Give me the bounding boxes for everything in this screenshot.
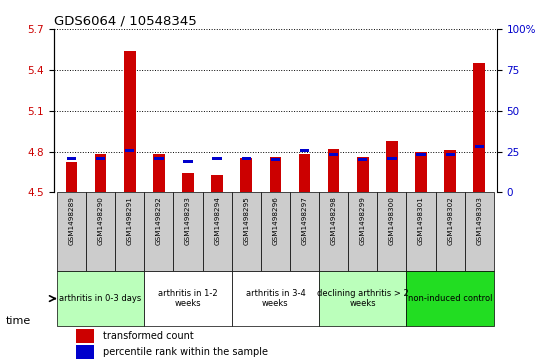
FancyBboxPatch shape [465, 192, 494, 271]
FancyBboxPatch shape [407, 192, 436, 271]
FancyBboxPatch shape [232, 192, 261, 271]
Text: time: time [5, 316, 31, 326]
Bar [67, 157, 76, 160]
Bar [76, 329, 94, 343]
Bar [300, 148, 309, 152]
Text: GSM1498296: GSM1498296 [272, 196, 279, 245]
Bar [66, 163, 77, 192]
FancyBboxPatch shape [261, 192, 290, 271]
Text: non-induced control: non-induced control [408, 294, 492, 303]
Bar [415, 152, 427, 192]
Bar [387, 157, 396, 160]
Bar [329, 154, 339, 156]
Text: GSM1498290: GSM1498290 [98, 196, 104, 245]
Text: GDS6064 / 10548345: GDS6064 / 10548345 [54, 15, 197, 28]
Text: GSM1498289: GSM1498289 [69, 196, 75, 245]
Bar [125, 148, 134, 152]
Bar [299, 154, 310, 192]
Bar [474, 63, 485, 192]
FancyBboxPatch shape [319, 192, 348, 271]
Bar [76, 346, 94, 359]
FancyBboxPatch shape [86, 192, 115, 271]
Text: GSM1498291: GSM1498291 [127, 196, 133, 245]
Text: GSM1498292: GSM1498292 [156, 196, 162, 245]
FancyBboxPatch shape [57, 192, 86, 271]
Bar [95, 154, 106, 192]
Text: GSM1498294: GSM1498294 [214, 196, 220, 245]
FancyBboxPatch shape [173, 192, 202, 271]
Text: GSM1498303: GSM1498303 [476, 196, 482, 245]
Text: GSM1498302: GSM1498302 [447, 196, 453, 245]
Text: GSM1498295: GSM1498295 [243, 196, 249, 245]
Bar [271, 158, 280, 162]
FancyBboxPatch shape [436, 192, 465, 271]
Bar [328, 149, 340, 192]
Bar [444, 150, 456, 192]
FancyBboxPatch shape [115, 192, 144, 271]
Text: arthritis in 0-3 days: arthritis in 0-3 days [59, 294, 141, 303]
Text: GSM1498297: GSM1498297 [301, 196, 308, 245]
FancyBboxPatch shape [377, 192, 407, 271]
Bar [212, 157, 222, 160]
Text: transformed count: transformed count [103, 331, 193, 341]
Text: percentile rank within the sample: percentile rank within the sample [103, 347, 268, 357]
FancyBboxPatch shape [232, 271, 319, 326]
FancyBboxPatch shape [290, 192, 319, 271]
FancyBboxPatch shape [407, 271, 494, 326]
Bar [153, 154, 165, 192]
Bar [386, 141, 398, 192]
Text: GSM1498300: GSM1498300 [389, 196, 395, 245]
Text: declining arthritis > 2
weeks: declining arthritis > 2 weeks [317, 289, 409, 308]
FancyBboxPatch shape [144, 192, 173, 271]
Text: GSM1498298: GSM1498298 [330, 196, 336, 245]
Bar [241, 157, 251, 160]
Bar [96, 157, 105, 160]
Bar [269, 157, 281, 192]
FancyBboxPatch shape [144, 271, 232, 326]
Bar [240, 158, 252, 192]
Bar [357, 157, 369, 192]
Text: arthritis in 3-4
weeks: arthritis in 3-4 weeks [246, 289, 305, 308]
Text: GSM1498301: GSM1498301 [418, 196, 424, 245]
Bar [475, 145, 484, 148]
Text: GSM1498299: GSM1498299 [360, 196, 366, 245]
Text: GSM1498293: GSM1498293 [185, 196, 191, 245]
Bar [416, 154, 426, 156]
Text: arthritis in 1-2
weeks: arthritis in 1-2 weeks [158, 289, 218, 308]
Bar [184, 160, 193, 163]
Bar [446, 154, 455, 156]
Bar [124, 51, 136, 192]
FancyBboxPatch shape [57, 271, 144, 326]
Bar [211, 175, 223, 192]
FancyBboxPatch shape [348, 192, 377, 271]
Bar [358, 158, 367, 162]
FancyBboxPatch shape [202, 192, 232, 271]
Bar [154, 157, 164, 160]
Bar [182, 174, 194, 192]
FancyBboxPatch shape [319, 271, 407, 326]
